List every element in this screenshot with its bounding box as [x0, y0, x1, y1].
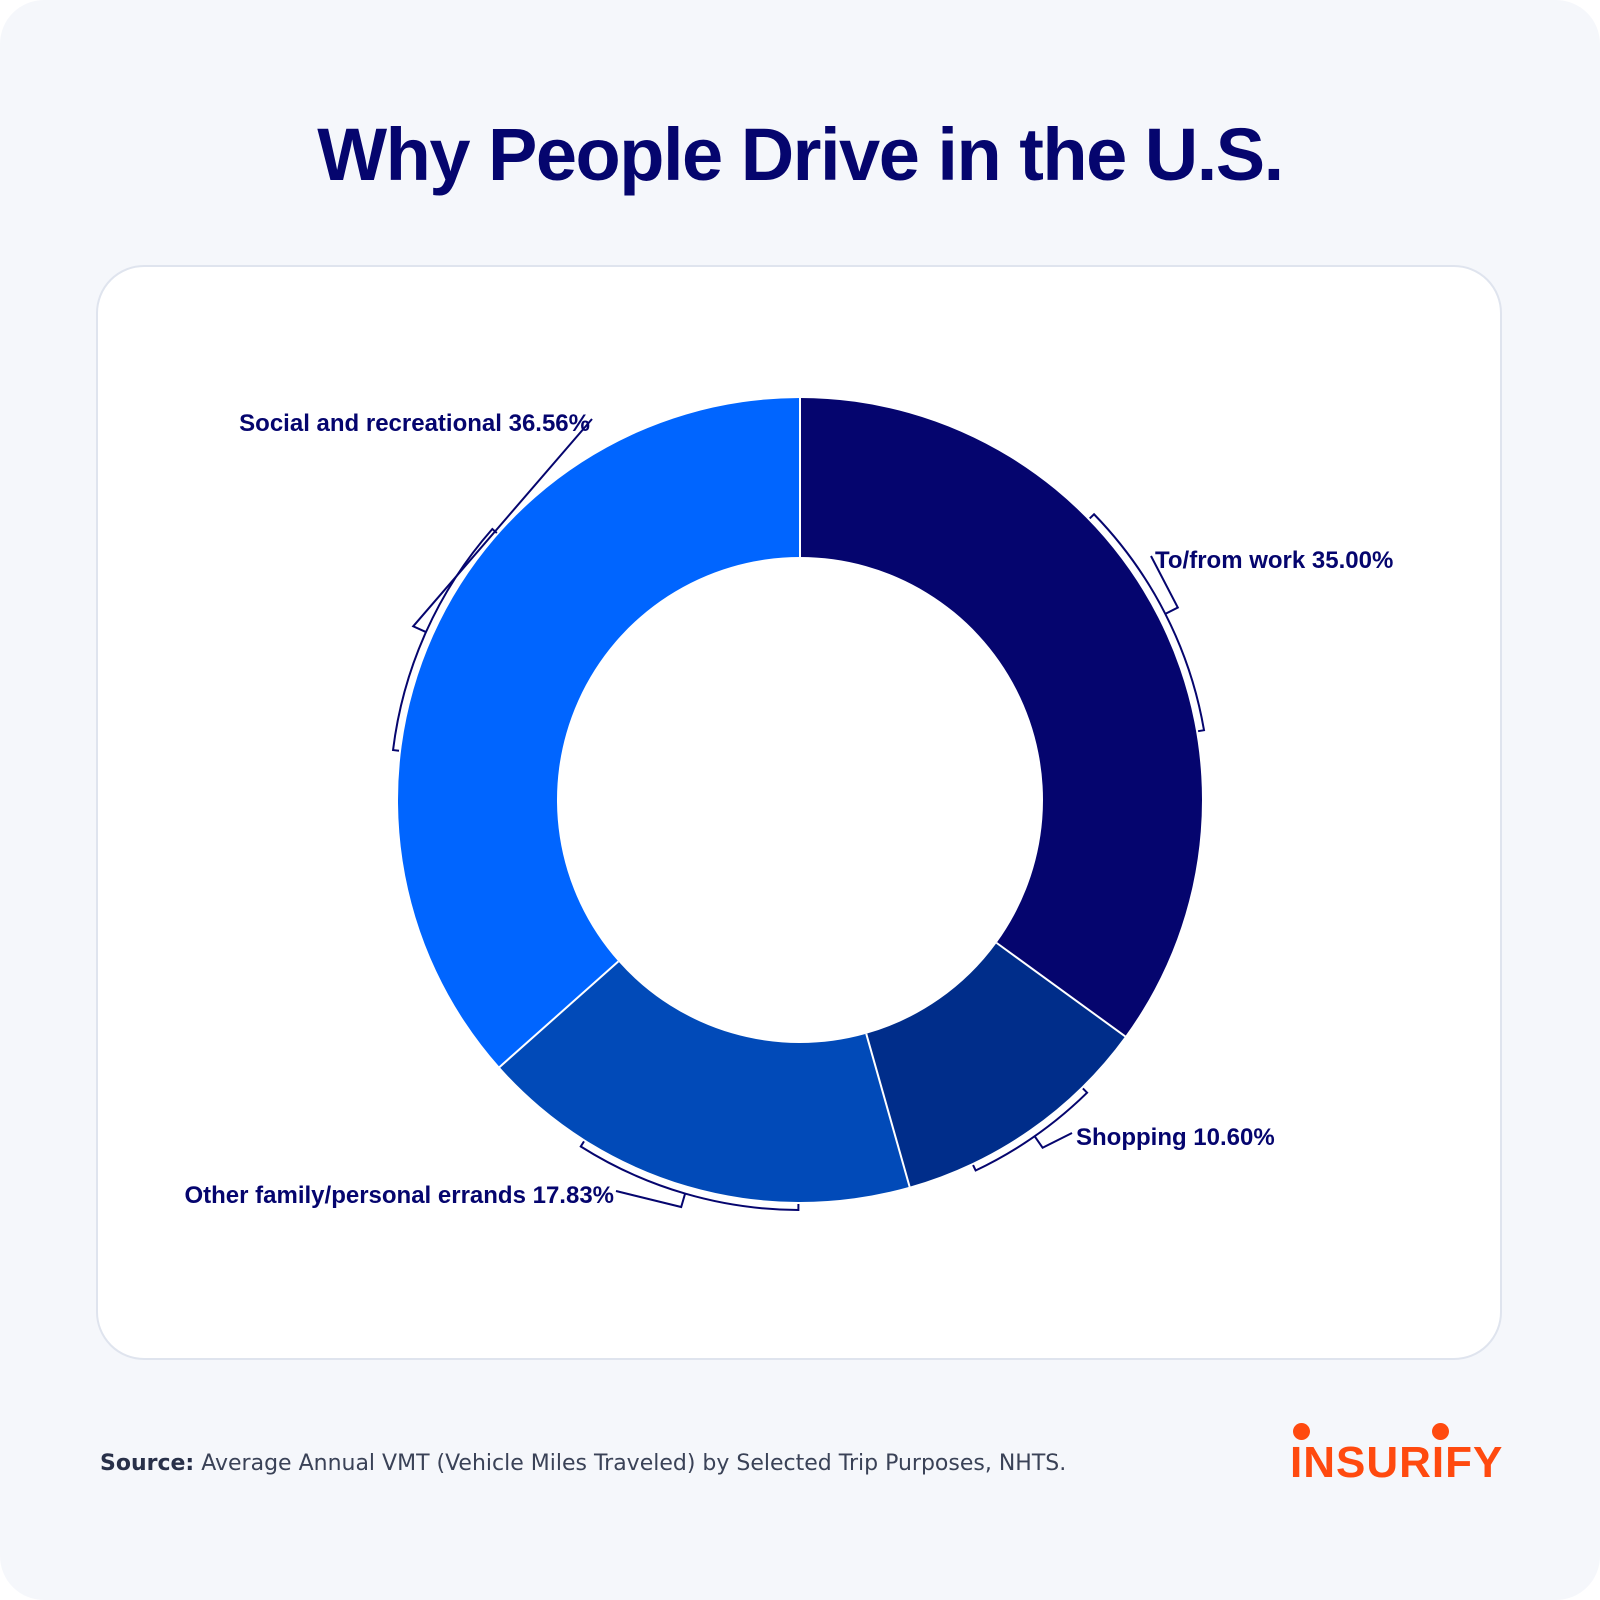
label-leader-line: [1033, 1132, 1073, 1150]
label-bracket: [391, 527, 498, 752]
page-title: Why People Drive in the U.S.: [317, 113, 1284, 196]
donut-slice-other-family-personal-errands: [499, 961, 910, 1202]
data-label: To/from work 35.00%: [1155, 547, 1393, 574]
donut-slice-to-from-work: [800, 398, 1202, 1037]
logo-dot-left: [1293, 1423, 1310, 1440]
donut-slice-social-and-recreational: [398, 398, 800, 1068]
data-label: Other family/personal errands 17.83%: [184, 1182, 614, 1209]
label-leader-line: [1150, 555, 1180, 615]
logo-dot-right: [1432, 1423, 1449, 1440]
slice-separator: [498, 960, 620, 1069]
donut-slice-shopping: [866, 942, 1126, 1187]
slice-separator: [995, 942, 1127, 1038]
label-leader-line: [411, 418, 593, 633]
label-bracket: [1089, 512, 1206, 733]
data-label: Social and recreational 36.56%: [239, 410, 590, 437]
logo-wordmark: INSURIFY: [1290, 1438, 1504, 1487]
source-label: Source:: [100, 1451, 195, 1476]
source-note: Source: Average Annual VMT (Vehicle Mile…: [100, 1451, 1066, 1476]
source-text: Average Annual VMT (Vehicle Miles Travel…: [201, 1451, 1067, 1476]
insurify-logo: INSURIFY: [1290, 1420, 1510, 1487]
label-bracket: [972, 1087, 1089, 1172]
data-label: Shopping 10.60%: [1076, 1124, 1275, 1151]
label-leader-line: [615, 1190, 687, 1209]
slice-separator: [865, 1033, 911, 1189]
